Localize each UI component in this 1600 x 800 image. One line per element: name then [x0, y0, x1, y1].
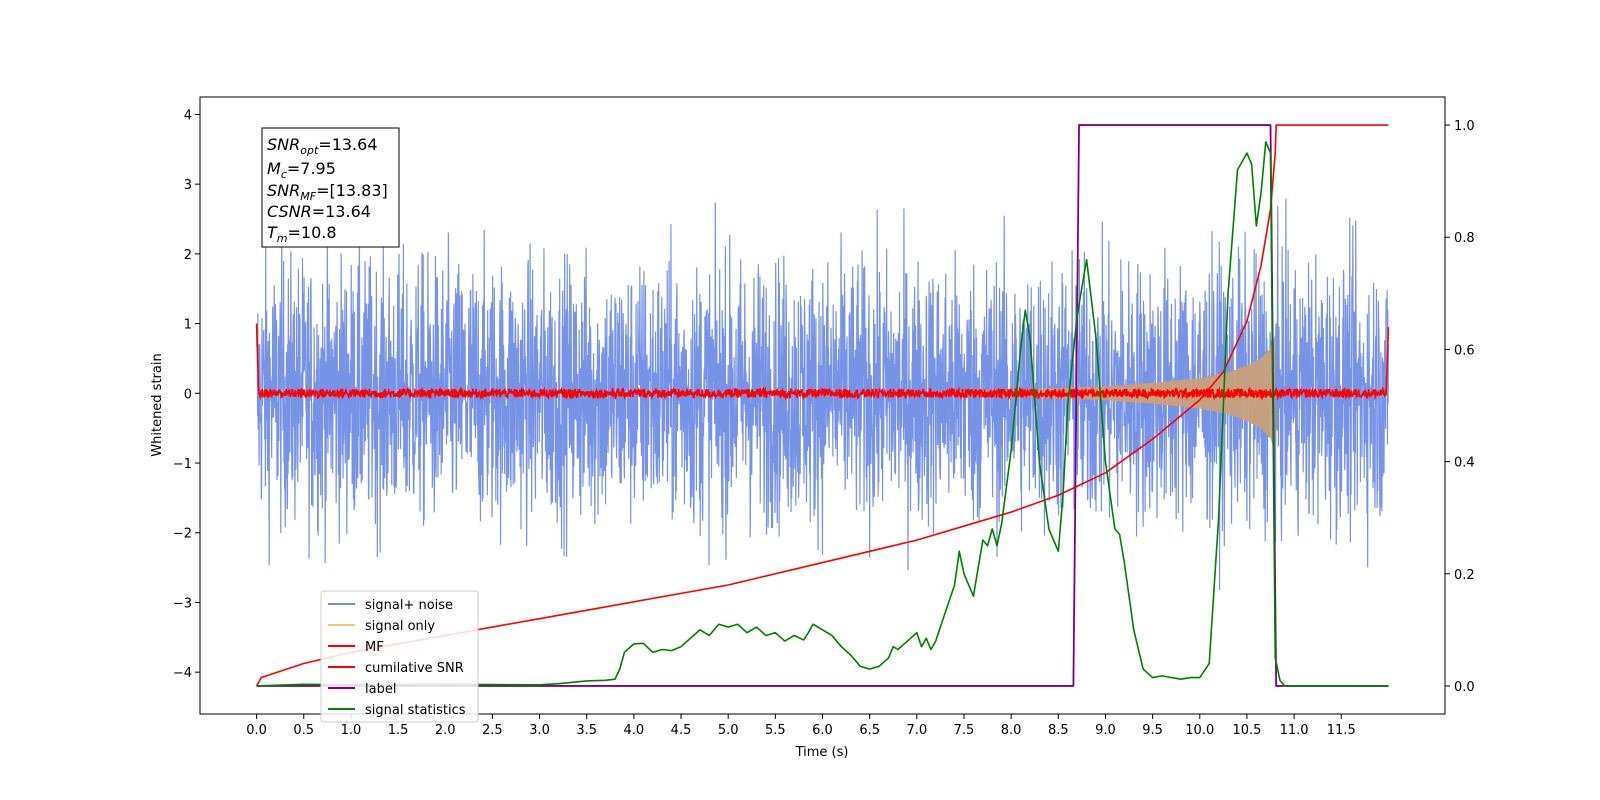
legend: signal+ noise signal only MF cumilative … — [320, 590, 479, 723]
x-tick-label: 8.0 — [1001, 723, 1022, 738]
y2-tick-label: 0.6 — [1454, 343, 1475, 358]
legend-entry-signal: signal only — [328, 619, 435, 634]
y2-tick-label: 0.0 — [1454, 680, 1475, 695]
info-csnr: CSNR=13.64 — [267, 202, 371, 221]
x-tick-label: 10.0 — [1185, 723, 1214, 738]
info-snr-mf: SNRMF=[13.83] — [267, 181, 388, 203]
x-tick-label: 7.0 — [906, 723, 927, 738]
y-tick-label: 3 — [184, 178, 192, 193]
x-tick-label: 1.0 — [341, 723, 362, 738]
x-tick-label: 1.5 — [388, 723, 409, 738]
info-snr-opt: SNRopt=13.64 — [267, 135, 378, 157]
x-tick-label: 9.0 — [1095, 723, 1116, 738]
y-tick-label: −2 — [173, 527, 192, 542]
y2-tick-label: 0.8 — [1454, 231, 1475, 246]
legend-label-stats: signal statistics — [365, 703, 466, 718]
y2-axis-ticks: 1.0 0.8 0.6 0.4 0.2 0.0 — [1445, 119, 1475, 695]
y-tick-label: −4 — [173, 666, 192, 681]
legend-label-signal: signal only — [365, 619, 435, 634]
y-tick-label: 2 — [184, 248, 192, 263]
x-tick-label: 3.5 — [576, 723, 597, 738]
legend-label-noise: signal+ noise — [365, 598, 453, 613]
series-signal-statistics — [256, 141, 1389, 687]
legend-entry-csnr: cumilative SNR — [328, 661, 464, 676]
legend-entry-noise: signal+ noise — [328, 598, 453, 613]
x-tick-label: 3.0 — [529, 723, 550, 738]
x-tick-label: 8.5 — [1048, 723, 1069, 738]
x-tick-label: 4.0 — [624, 723, 645, 738]
info-tm: Tm=10.8 — [267, 223, 337, 245]
y-tick-label: 1 — [184, 318, 192, 333]
legend-entry-stats: signal statistics — [328, 703, 466, 718]
x-tick-label: 11.0 — [1280, 723, 1309, 738]
legend-entry-mf: MF — [328, 640, 384, 655]
legend-entry-label: label — [328, 682, 396, 697]
y2-tick-label: 0.4 — [1454, 456, 1475, 471]
y2-tick-label: 1.0 — [1454, 119, 1475, 134]
x-tick-label: 2.0 — [435, 723, 456, 738]
legend-label-csnr: cumilative SNR — [365, 661, 464, 676]
legend-label-mf: MF — [365, 640, 384, 655]
y-tick-label: −1 — [173, 457, 192, 472]
y-axis-ticks: 4 3 2 1 0 −1 −2 −3 −4 — [173, 108, 200, 681]
x-tick-label: 6.0 — [812, 723, 833, 738]
x-tick-label: 9.5 — [1142, 723, 1163, 738]
y2-tick-label: 0.2 — [1454, 568, 1475, 583]
x-tick-label: 5.0 — [718, 723, 739, 738]
y-tick-label: 4 — [184, 108, 192, 123]
x-tick-label: 0.5 — [293, 723, 314, 738]
info-box: SNRopt=13.64 Mc=7.95 SNRMF=[13.83] CSNR=… — [261, 127, 400, 248]
x-tick-label: 10.5 — [1232, 723, 1261, 738]
info-mc: Mc=7.95 — [267, 159, 336, 181]
series-mf — [255, 323, 1390, 401]
legend-label-label: label — [365, 682, 396, 697]
x-tick-label: 0.0 — [246, 723, 267, 738]
x-tick-label: 4.5 — [671, 723, 692, 738]
x-axis-ticks: 0.0 0.5 1.0 1.5 2.0 2.5 3.0 3.5 4.0 4.5 5.0 5.5 6.0 6… — [246, 714, 1356, 738]
y-axis-label: Whitened strain — [150, 353, 165, 456]
x-tick-label: 7.5 — [954, 723, 975, 738]
x-tick-label: 2.5 — [482, 723, 503, 738]
x-tick-label: 5.5 — [765, 723, 786, 738]
x-tick-label: 11.5 — [1327, 723, 1356, 738]
y-tick-label: 0 — [184, 387, 192, 402]
x-axis-label: Time (s) — [795, 745, 849, 760]
y-tick-label: −3 — [173, 596, 192, 611]
x-tick-label: 6.5 — [859, 723, 880, 738]
